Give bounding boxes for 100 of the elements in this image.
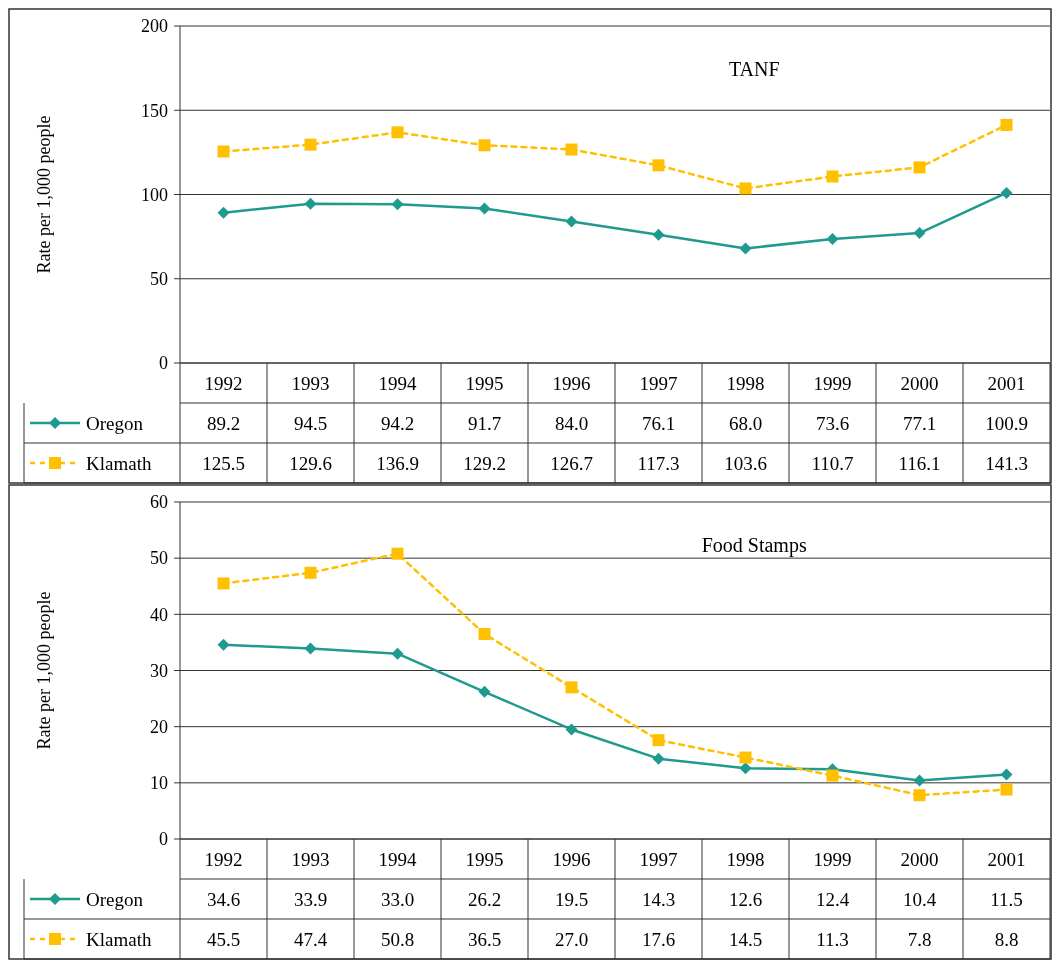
point — [826, 769, 839, 782]
data-label: 33.9 — [293, 888, 328, 910]
point — [1000, 783, 1013, 796]
x-tick-label: 1995 — [465, 848, 504, 870]
point — [217, 206, 230, 219]
point — [1000, 768, 1013, 781]
y-tick-label: 20 — [150, 716, 168, 737]
x-tick-label: 1992 — [204, 848, 243, 870]
data-label: 47.4 — [293, 928, 328, 950]
data-label: 117.3 — [637, 452, 680, 474]
data-label: 14.3 — [641, 888, 676, 910]
point — [1000, 118, 1013, 131]
y-tick-label: 150 — [141, 100, 168, 121]
x-tick-label: 2000 — [900, 372, 939, 394]
y-tick-label: 50 — [150, 548, 168, 569]
y-tick-label: 50 — [150, 269, 168, 290]
point — [739, 242, 752, 255]
x-tick-label: 1992 — [204, 372, 243, 394]
text: Food Stamps — [701, 534, 807, 557]
point — [913, 774, 926, 787]
point — [565, 681, 578, 694]
y-tick-label: 10 — [150, 773, 168, 794]
point — [304, 138, 317, 151]
x-tick-label: 1999 — [813, 848, 852, 870]
point — [391, 126, 404, 139]
data-label: 100.9 — [985, 412, 1028, 434]
data-label: 45.5 — [206, 928, 241, 950]
data-label: 103.6 — [724, 452, 767, 474]
data-label: 84.0 — [554, 412, 589, 434]
data-label: 50.8 — [380, 928, 415, 950]
x-tick-label: 1998 — [726, 848, 765, 870]
x-tick-label: 2000 — [900, 848, 939, 870]
point — [1000, 186, 1013, 199]
point — [652, 228, 665, 241]
data-label: 36.5 — [467, 928, 502, 950]
x-tick-label: 2001 — [987, 848, 1026, 870]
point — [565, 723, 578, 736]
x-tick-label: 1993 — [291, 372, 330, 394]
point — [739, 751, 752, 764]
data-label: 68.0 — [728, 412, 763, 434]
data-label: 11.5 — [990, 888, 1023, 910]
legend-label: Oregon — [86, 412, 144, 434]
data-label: 76.1 — [641, 412, 676, 434]
point — [913, 227, 926, 240]
y-tick-label: 0 — [159, 353, 168, 374]
point — [826, 232, 839, 245]
point — [478, 685, 491, 698]
data-label: 34.6 — [206, 888, 241, 910]
data-label: 10.4 — [902, 888, 937, 910]
y-axis-title: Rate per 1,000 people — [34, 115, 54, 274]
x-tick-label: 1998 — [726, 372, 765, 394]
x-tick-label: 1995 — [465, 372, 504, 394]
x-tick-label: 1997 — [639, 372, 678, 394]
point — [739, 762, 752, 775]
data-label: 94.5 — [293, 412, 328, 434]
legend-label: Klamath — [86, 928, 152, 950]
text: TANF — [728, 58, 780, 80]
data-label: 126.7 — [550, 452, 593, 474]
data-label: 17.6 — [641, 928, 676, 950]
point — [652, 159, 665, 172]
x-tick-label: 1999 — [813, 372, 852, 394]
point — [391, 647, 404, 660]
x-tick-label: 1993 — [291, 848, 330, 870]
y-tick-label: 0 — [159, 829, 168, 850]
point — [217, 145, 230, 158]
data-label: 129.2 — [463, 452, 506, 474]
legend-label: Klamath — [86, 452, 152, 474]
data-label: 141.3 — [985, 452, 1028, 474]
data-label: 8.8 — [994, 928, 1019, 950]
point — [478, 627, 491, 640]
legend-label: Oregon — [86, 888, 144, 910]
point — [391, 198, 404, 211]
point — [391, 547, 404, 560]
data-label: 19.5 — [554, 888, 589, 910]
point — [826, 170, 839, 183]
point — [565, 215, 578, 228]
data-label: 33.0 — [380, 888, 415, 910]
point — [304, 566, 317, 579]
y-axis-title: Rate per 1,000 people — [34, 591, 54, 750]
point — [478, 139, 491, 152]
point — [913, 789, 926, 802]
y-tick-label: 100 — [141, 184, 168, 205]
x-tick-label: 1997 — [639, 848, 678, 870]
y-tick-label: 60 — [150, 492, 168, 513]
point — [652, 752, 665, 765]
point — [217, 577, 230, 590]
data-label: 73.6 — [815, 412, 850, 434]
y-tick-label: 40 — [150, 604, 168, 625]
point — [739, 182, 752, 195]
point — [478, 202, 491, 215]
x-tick-label: 1996 — [552, 848, 591, 870]
x-tick-label: 1994 — [378, 848, 417, 870]
point — [304, 642, 317, 655]
x-tick-label: 1994 — [378, 372, 417, 394]
data-label: 12.6 — [728, 888, 763, 910]
data-label: 116.1 — [898, 452, 941, 474]
x-tick-label: 2001 — [987, 372, 1026, 394]
data-label: 27.0 — [554, 928, 589, 950]
point — [652, 734, 665, 747]
x-tick-label: 1996 — [552, 372, 591, 394]
